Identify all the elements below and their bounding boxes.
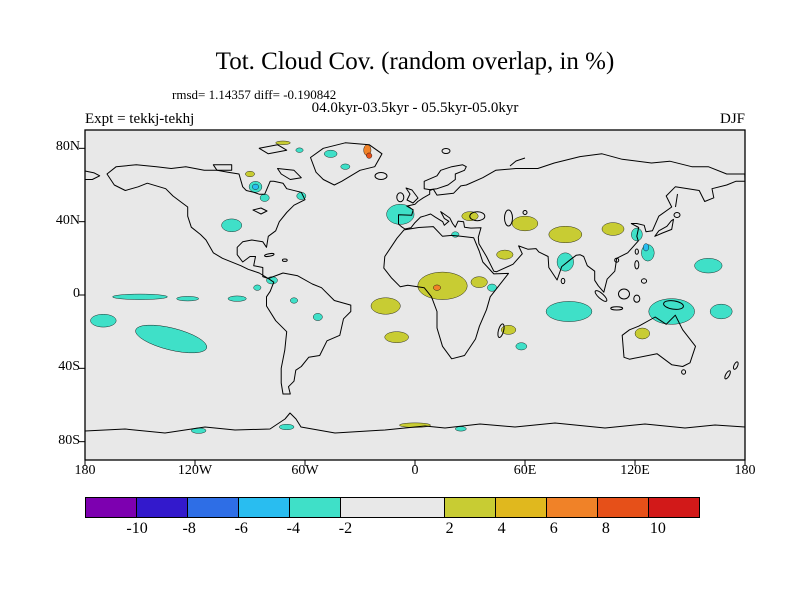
anomaly-region [290,297,298,304]
colorbar-tick-label: -6 [234,520,248,537]
experiment-label: Expt = tekkj-tekhj [85,111,195,127]
lon-tick-label: 0 [411,463,419,478]
map-background [85,130,745,460]
map-frame [84,129,746,461]
anomaly-region [694,258,723,274]
map-panel [79,129,746,466]
lat-tick-label: 40N [55,212,80,228]
colorbar-segment [647,497,700,518]
lon-tick-label: 180 [74,463,96,478]
anomaly-region [245,171,255,177]
anomaly-region [455,426,467,432]
anomaly-region [135,324,208,354]
latitude-axis: 80N 40N 0 40S 80S [36,130,80,460]
anomaly-region [252,183,259,190]
anomaly-region [500,325,517,335]
anomaly-region [417,271,468,300]
colorbar-labels: -10 -8 -6 -4 -2 2 4 6 8 10 [85,520,710,542]
anomaly-region [384,331,409,343]
longitude-axis: 180 120W 60W 0 60E 120E 180 [75,463,756,483]
colorbar-segment [494,497,547,518]
coastlines [84,142,746,434]
anomaly-region [279,424,295,430]
anomaly-region [487,283,497,292]
colorbar-segment [136,497,189,518]
stats-line: rmsd= 1.14357 diff= -0.190842 [172,87,337,102]
world-map [79,129,746,466]
lat-tick-label: 40S [58,359,80,375]
period-line: 04.0kyr-03.5kyr - 05.5kyr-05.0kyr [311,100,519,116]
colorbar-segment [340,497,445,518]
lon-tick-label: 180 [734,463,756,478]
anomaly-region [266,276,278,285]
anomaly-region [324,149,338,158]
anomaly-region [259,193,270,202]
anomaly-region [176,296,199,302]
anomaly-region [227,295,247,302]
anomaly-region [548,226,583,243]
anomaly-region [275,140,291,145]
colorbar-segment [545,497,598,518]
colorbar-segment [187,497,240,518]
anomaly-region [295,147,304,153]
anomaly-region [709,303,733,320]
season-label: DJF [719,111,745,127]
anomaly-region [556,252,574,272]
colorbar-segment [238,497,291,518]
colorbar-tick-label: 6 [549,520,558,537]
colorbar-tick-label: -10 [126,520,148,537]
anomaly-region [643,243,649,252]
colorbar-segment [289,497,342,518]
anomaly-region [313,313,323,321]
colorbar-segment [85,497,138,518]
anomaly-region [496,249,514,260]
axis-ticks [79,147,746,466]
anomaly-region [112,293,168,300]
lon-tick-label: 120E [620,463,650,478]
anomaly-region [340,163,351,170]
anomaly-region [515,342,528,351]
lon-tick-label: 60W [291,463,319,478]
anomaly-region [221,218,242,232]
colorbar-tick-label: -2 [338,520,353,537]
anomaly-region [648,298,695,325]
lon-tick-label: 120W [177,463,213,478]
lat-tick-label: 0 [73,286,80,301]
colorbar-segments [85,497,710,518]
anomaly-region [511,215,539,232]
colorbar: -10 -8 -6 -4 -2 2 4 6 8 10 [85,497,710,542]
colorbar-tick-label: -8 [182,520,196,537]
anomaly-region [433,284,441,291]
colorbar-tick-label: 4 [497,520,506,537]
colorbar-segment [443,497,496,518]
anomaly-region [470,276,488,288]
anomaly-region [366,152,373,159]
lat-tick-label: 80N [55,139,80,155]
colorbar-tick-label: 8 [601,520,610,537]
anomaly-region [253,284,262,291]
anomaly-region [90,314,117,328]
anomaly-region [601,222,625,236]
plot-title: Tot. Cloud Cov. (random overlap, in %) [215,48,615,75]
colorbar-tick-label: 2 [445,520,454,537]
colorbar-tick-label: 10 [649,520,666,537]
anomaly-region [634,327,650,340]
colorbar-segment [596,497,649,518]
lon-tick-label: 60E [513,463,537,478]
anomaly-region [370,297,401,315]
lat-tick-label: 80S [58,432,80,448]
anomaly-region [545,301,593,322]
colorbar-tick-label: -4 [286,520,300,537]
